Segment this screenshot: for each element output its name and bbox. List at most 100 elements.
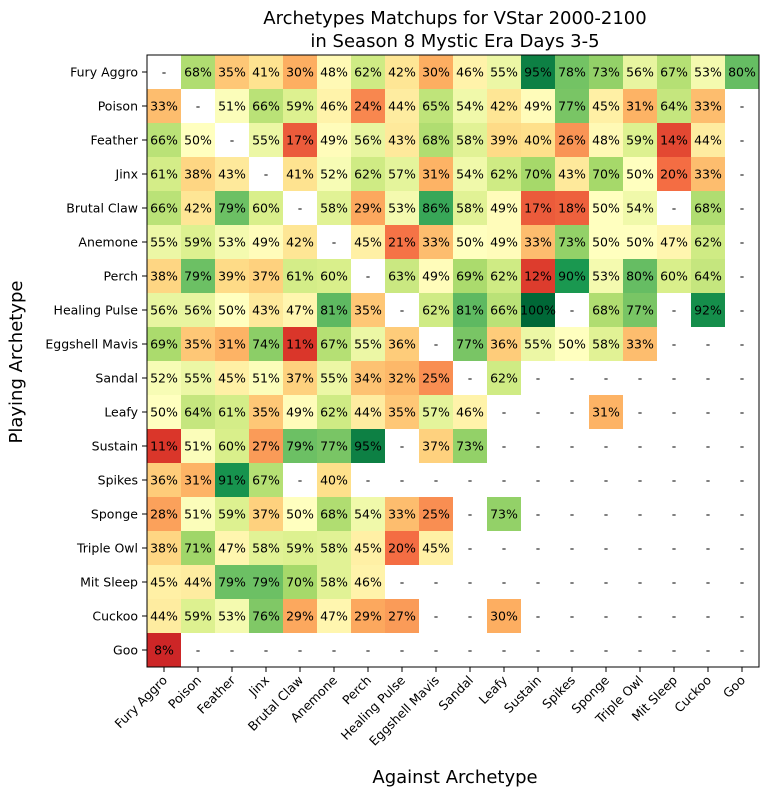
cell-value-label: 68%: [320, 507, 348, 522]
cell-value-label: 46%: [354, 575, 382, 590]
cell-value-label: -: [502, 575, 507, 590]
cell-value-label: -: [502, 643, 507, 658]
heatmap-cell: [657, 55, 691, 89]
heatmap-cell: [249, 225, 283, 259]
cell-value-label: -: [298, 201, 303, 216]
cell-value-label: 37%: [252, 507, 280, 522]
heatmap-cell: [181, 225, 215, 259]
heatmap-cell: [419, 55, 453, 89]
heatmap-cell: [453, 225, 487, 259]
heatmap-cell: [419, 157, 453, 191]
cell-value-label: -: [536, 643, 541, 658]
cell-value-label: 47%: [660, 235, 688, 250]
cell-value-label: 50%: [626, 235, 654, 250]
cell-value-label: 90%: [558, 269, 586, 284]
y-tick-label: Triple Owl: [76, 541, 138, 556]
heatmap-cell: [351, 55, 385, 89]
heatmap-cell: [181, 395, 215, 429]
cell-value-label: 47%: [286, 303, 314, 318]
cell-value-label: 55%: [252, 133, 280, 148]
cell-value-label: 51%: [184, 439, 212, 454]
cell-value-label: -: [740, 201, 745, 216]
chart-title-line-2: in Season 8 Mystic Era Days 3-5: [310, 31, 599, 52]
heatmap-cell: [215, 327, 249, 361]
cell-value-label: 47%: [320, 609, 348, 624]
cell-value-label: 33%: [388, 507, 416, 522]
cell-value-label: -: [502, 541, 507, 556]
heatmap-cell: [657, 225, 691, 259]
cell-value-label: 43%: [252, 303, 280, 318]
y-tick-label: Sponge: [91, 507, 138, 522]
heatmap-cell: [487, 327, 521, 361]
cell-value-label: -: [400, 439, 405, 454]
cell-value-label: 81%: [320, 303, 348, 318]
cell-value-label: 53%: [218, 235, 246, 250]
cell-value-label: -: [604, 541, 609, 556]
x-tick-label: Fury Aggro: [112, 673, 171, 732]
heatmap-cell: [351, 89, 385, 123]
cell-value-label: 33%: [694, 99, 722, 114]
heatmap-cell: [249, 531, 283, 565]
cell-value-label: 54%: [626, 201, 654, 216]
cell-value-label: -: [706, 439, 711, 454]
x-tick-label: Feather: [194, 672, 239, 717]
heatmap-cell: [623, 55, 657, 89]
cell-value-label: 42%: [490, 99, 518, 114]
heatmap-cell: [283, 565, 317, 599]
cell-value-label: 40%: [320, 473, 348, 488]
cell-value-label: 24%: [354, 99, 382, 114]
cell-value-label: -: [604, 643, 609, 658]
cell-value-label: 49%: [252, 235, 280, 250]
cell-value-label: 92%: [694, 303, 722, 318]
heatmap-cell: [215, 89, 249, 123]
heatmap-cell: [317, 497, 351, 531]
heatmap-cell: [283, 429, 317, 463]
cell-value-label: 58%: [320, 575, 348, 590]
cell-value-label: 38%: [150, 541, 178, 556]
cell-value-label: -: [162, 65, 167, 80]
heatmap-cell: [147, 327, 181, 361]
heatmap-cell: [249, 395, 283, 429]
cell-value-label: 42%: [286, 235, 314, 250]
heatmap-cell: [385, 327, 419, 361]
cell-value-label: -: [400, 473, 405, 488]
heatmap-cell: [419, 123, 453, 157]
cell-value-label: -: [672, 439, 677, 454]
cell-value-label: 51%: [184, 507, 212, 522]
cell-value-label: -: [672, 609, 677, 624]
heatmap-cell: [453, 157, 487, 191]
cell-value-label: 37%: [286, 371, 314, 386]
cell-value-label: 25%: [422, 507, 450, 522]
y-tick-label: Anemone: [78, 235, 138, 250]
heatmap-cell: [351, 123, 385, 157]
cell-value-label: 38%: [184, 167, 212, 182]
heatmap-cell: [691, 259, 725, 293]
heatmap-cell: [453, 123, 487, 157]
cell-value-label: 62%: [694, 235, 722, 250]
heatmap-cell: [317, 361, 351, 395]
cell-value-label: -: [706, 337, 711, 352]
cell-value-label: 42%: [388, 65, 416, 80]
heatmap-cell: [419, 531, 453, 565]
cell-value-label: 57%: [422, 405, 450, 420]
heatmap-cell: [351, 225, 385, 259]
cell-value-label: 74%: [252, 337, 280, 352]
y-tick-label: Feather: [90, 133, 138, 148]
heatmap-cell: [215, 361, 249, 395]
heatmap-cell: [147, 361, 181, 395]
cell-value-label: 59%: [626, 133, 654, 148]
heatmap-cell: [623, 293, 657, 327]
heatmap-cell: [555, 89, 589, 123]
y-axis-ticks: Fury Aggro Poison Feather Jinx Brutal Claw An…: [45, 65, 147, 658]
heatmap-cell: [623, 225, 657, 259]
heatmap-cell: [521, 259, 555, 293]
cell-value-label: 62%: [354, 167, 382, 182]
cell-value-label: 64%: [184, 405, 212, 420]
heatmap-cell: [147, 633, 181, 667]
cell-value-label: -: [740, 99, 745, 114]
cell-value-label: 42%: [184, 201, 212, 216]
cell-value-label: -: [536, 575, 541, 590]
cell-value-label: -: [400, 575, 405, 590]
cell-value-label: 60%: [218, 439, 246, 454]
heatmap-cell: [147, 429, 181, 463]
